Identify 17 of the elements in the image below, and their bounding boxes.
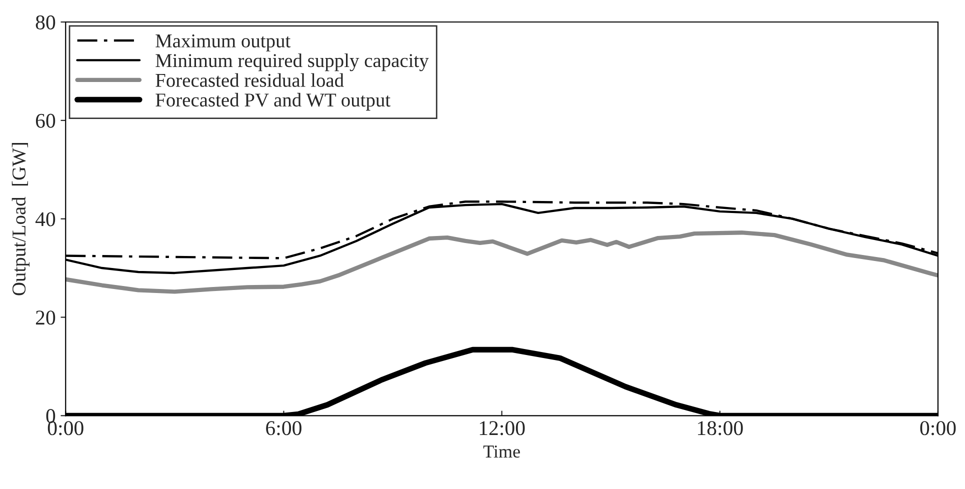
y-tick-label: 60: [36, 114, 56, 128]
x-tick-label: 18:00: [698, 421, 743, 436]
y-tick-label: 80: [36, 15, 56, 30]
x-tick-label: 6:00: [266, 421, 302, 436]
y-tick-label: 40: [35, 212, 56, 226]
x-tick-label: 0:00: [48, 421, 84, 436]
legend-label: Forecasted PV and WT output: [156, 92, 390, 111]
y-axis-title: Output/Load [GW]: [12, 143, 30, 296]
y-tick-label: 0: [46, 409, 56, 424]
legend-label: Forecasted residual load: [156, 73, 344, 87]
y-tick-label: 20: [36, 310, 56, 325]
x-tick-label: 0:00: [920, 421, 956, 436]
legend-label: Minimum required supply capacity: [156, 53, 429, 72]
x-tick-label: 12:00: [480, 421, 525, 436]
legend-label: Maximum output: [156, 34, 291, 52]
x-axis-title: Time: [483, 446, 520, 458]
line-series: [66, 230, 938, 294]
